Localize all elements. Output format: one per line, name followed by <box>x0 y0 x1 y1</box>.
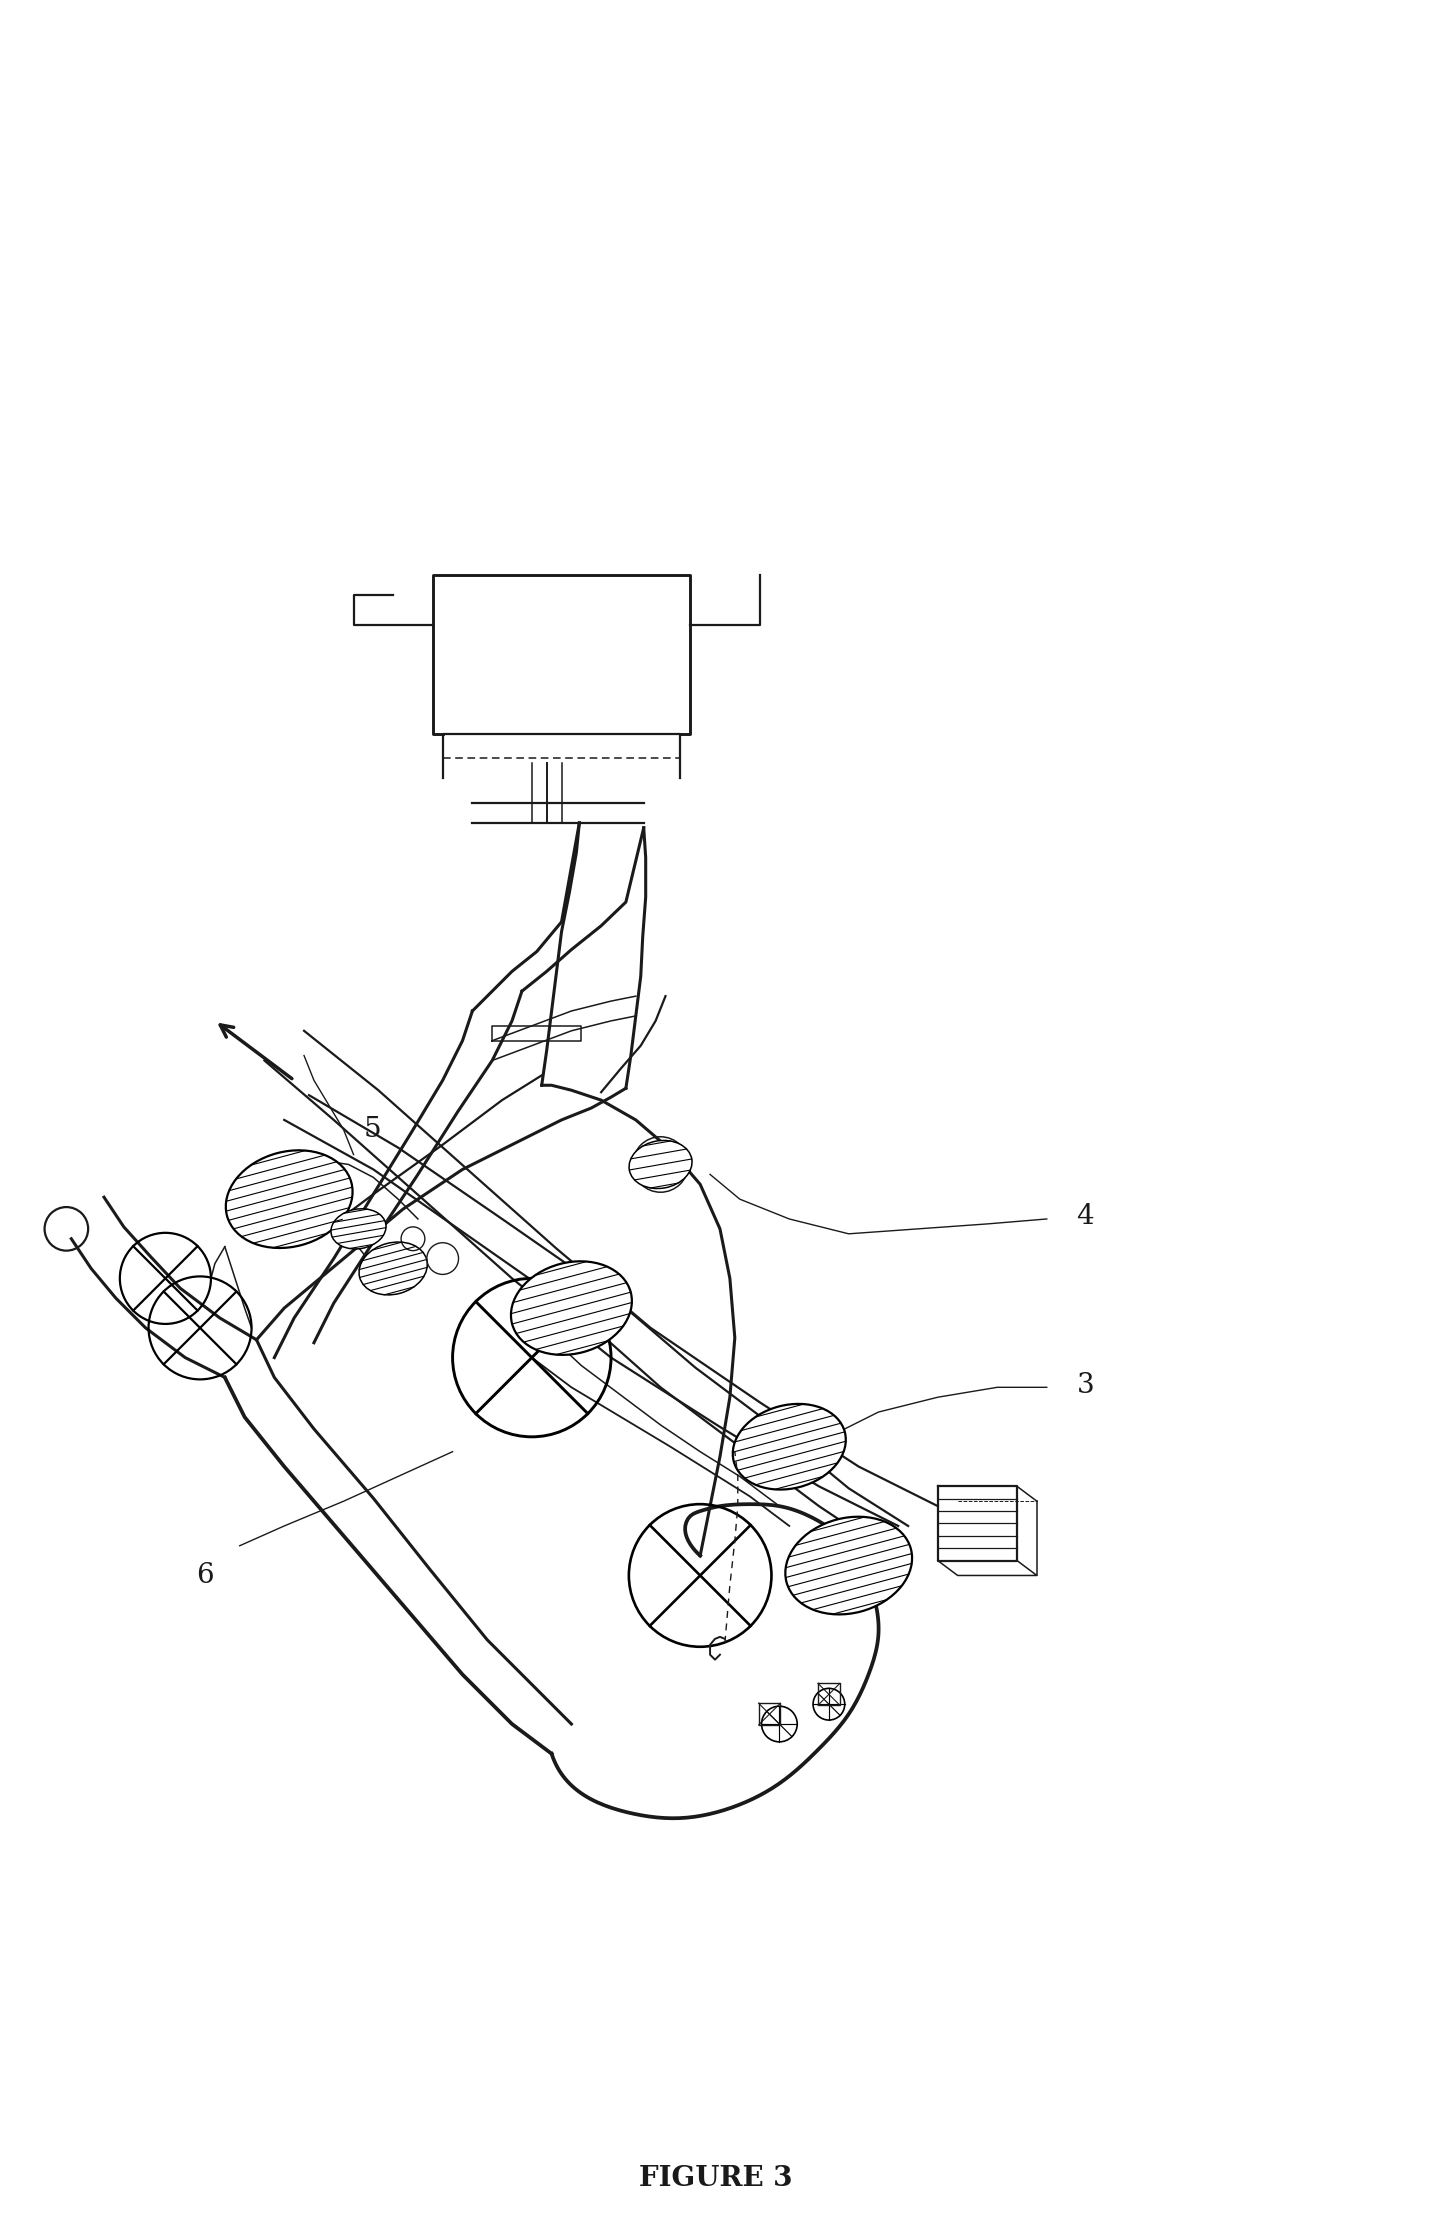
Ellipse shape <box>732 1404 845 1489</box>
Ellipse shape <box>360 1242 427 1295</box>
Text: 5: 5 <box>364 1117 381 1144</box>
Text: 6: 6 <box>196 1562 214 1589</box>
Ellipse shape <box>785 1517 911 1615</box>
Ellipse shape <box>331 1208 385 1248</box>
Ellipse shape <box>629 1141 692 1188</box>
Ellipse shape <box>512 1262 632 1355</box>
Text: FIGURE 3: FIGURE 3 <box>639 2165 792 2192</box>
Ellipse shape <box>226 1150 353 1248</box>
Text: 3: 3 <box>1076 1373 1095 1400</box>
Text: 4: 4 <box>1076 1204 1095 1230</box>
